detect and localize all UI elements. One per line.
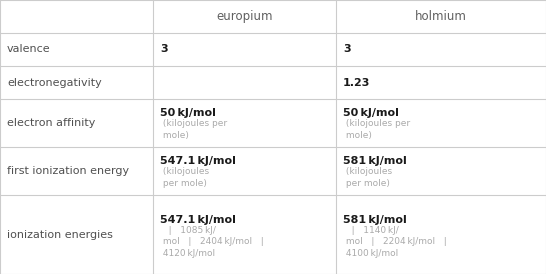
Text: valence: valence [7,44,51,55]
Text: |   1085 kJ/
 mol   |   2404 kJ/mol   |
 4120 kJ/mol: | 1085 kJ/ mol | 2404 kJ/mol | 4120 kJ/m… [160,226,264,258]
Text: 547.1 kJ/mol: 547.1 kJ/mol [160,215,236,225]
Text: 547.1 kJ/mol: 547.1 kJ/mol [160,156,236,167]
Text: (kilojoules per
 mole): (kilojoules per mole) [343,119,410,140]
Text: holmium: holmium [415,10,467,23]
Text: |   1140 kJ/
 mol   |   2204 kJ/mol   |
 4100 kJ/mol: | 1140 kJ/ mol | 2204 kJ/mol | 4100 kJ/m… [343,226,447,258]
Text: 3: 3 [160,44,168,55]
Text: electronegativity: electronegativity [7,78,102,87]
Text: (kilojoules
 per mole): (kilojoules per mole) [160,167,209,188]
Text: 581 kJ/mol: 581 kJ/mol [343,215,407,225]
Text: europium: europium [216,10,273,23]
Text: first ionization energy: first ionization energy [7,166,129,176]
Text: (kilojoules
 per mole): (kilojoules per mole) [343,167,392,188]
Text: 1.23: 1.23 [343,78,370,87]
Text: electron affinity: electron affinity [7,118,96,128]
Text: ionization energies: ionization energies [7,230,113,239]
Text: 50 kJ/mol: 50 kJ/mol [160,109,216,118]
Text: 50 kJ/mol: 50 kJ/mol [343,109,399,118]
Text: (kilojoules per
 mole): (kilojoules per mole) [160,119,227,140]
Text: 581 kJ/mol: 581 kJ/mol [343,156,407,167]
Text: 3: 3 [343,44,351,55]
